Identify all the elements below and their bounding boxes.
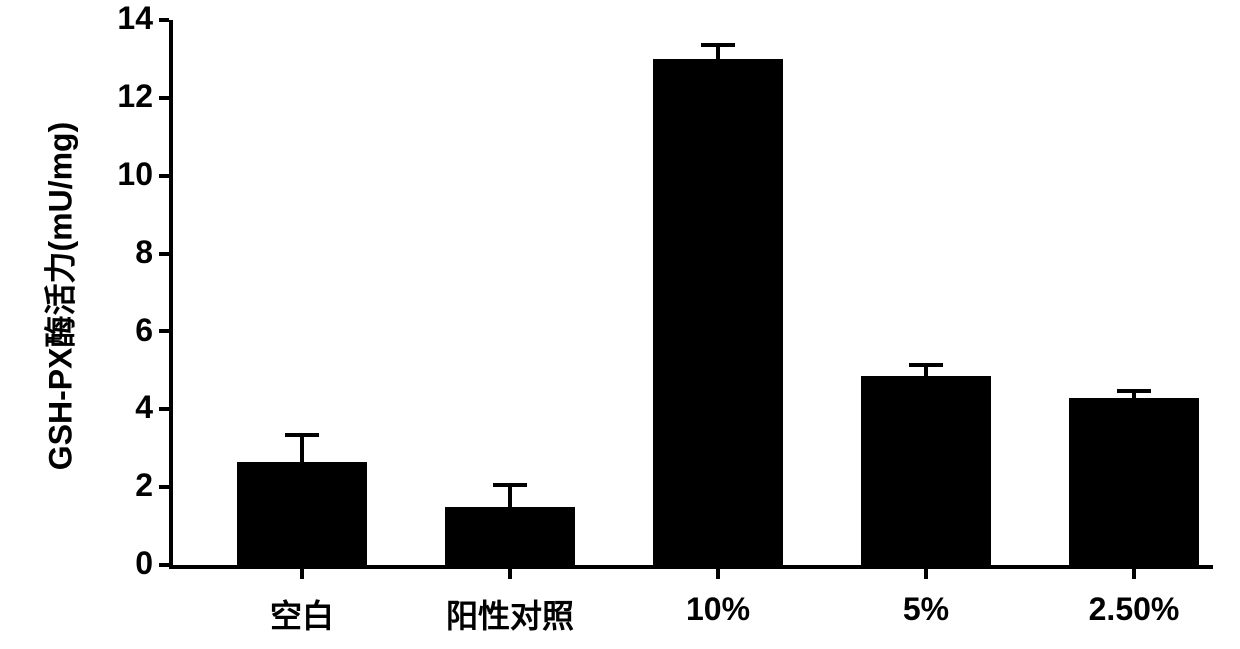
bar	[237, 462, 367, 565]
x-tick	[1132, 569, 1136, 579]
y-tick	[159, 96, 169, 100]
y-tick	[159, 174, 169, 178]
x-tick-label: 阳性对照	[410, 591, 610, 637]
y-tick-label: 8	[93, 234, 153, 271]
y-tick	[159, 407, 169, 411]
bar	[1069, 398, 1199, 565]
error-bar	[716, 45, 720, 59]
y-tick-label: 4	[93, 389, 153, 426]
x-tick-label: 5%	[826, 591, 1026, 628]
error-cap	[701, 43, 735, 47]
y-tick-label: 12	[93, 78, 153, 115]
error-cap	[909, 363, 943, 367]
error-bar	[508, 485, 512, 506]
bar	[445, 507, 575, 565]
y-axis-title: GSH-PX酶活力(mU/mg)	[35, 23, 81, 568]
y-tick	[159, 329, 169, 333]
y-tick	[159, 252, 169, 256]
y-tick	[159, 485, 169, 489]
y-tick-label: 6	[93, 312, 153, 349]
bar-chart: GSH-PX酶活力(mU/mg) 0 2 4 6 8 10 12 14 空白阳性对照10%5%2…	[0, 0, 1240, 649]
bar	[861, 376, 991, 565]
y-tick	[159, 563, 169, 567]
y-tick-label: 14	[93, 0, 153, 37]
y-tick-label: 10	[93, 156, 153, 193]
x-tick	[300, 569, 304, 579]
error-cap	[1117, 389, 1151, 393]
bar	[653, 59, 783, 565]
error-bar	[300, 435, 304, 462]
y-tick	[159, 18, 169, 22]
y-axis-line	[169, 20, 173, 569]
x-tick-label: 2.50%	[1034, 591, 1234, 628]
y-tick-label: 2	[93, 467, 153, 504]
x-tick-label: 10%	[618, 591, 818, 628]
x-tick	[924, 569, 928, 579]
error-cap	[493, 483, 527, 487]
x-tick	[716, 569, 720, 579]
y-tick-label: 0	[93, 545, 153, 582]
x-tick	[508, 569, 512, 579]
error-cap	[285, 433, 319, 437]
x-axis-line	[169, 565, 1213, 569]
x-tick-label: 空白	[202, 591, 402, 637]
